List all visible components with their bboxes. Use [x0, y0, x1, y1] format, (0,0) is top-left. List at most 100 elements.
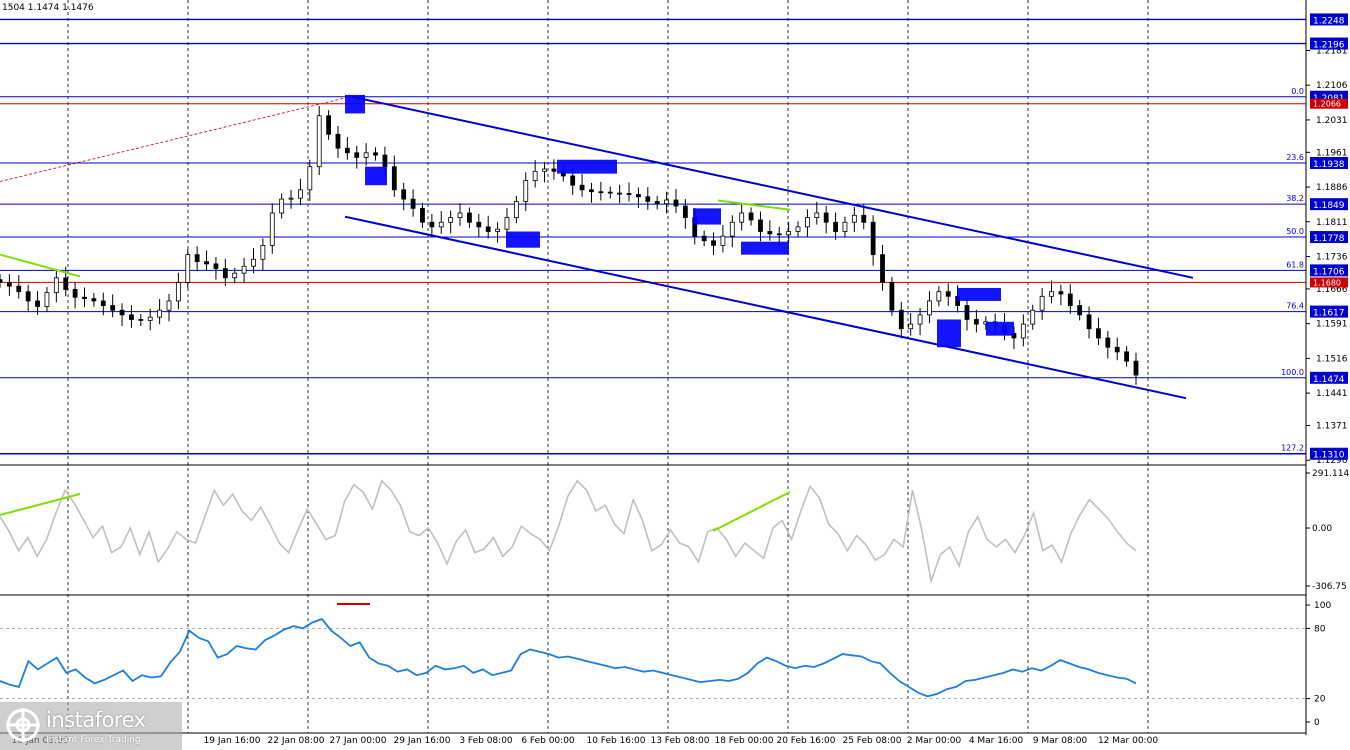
candle-body: [532, 170, 538, 181]
candle-body: [936, 291, 942, 302]
x-tick-label: 25 Feb 08:00: [842, 736, 901, 746]
candle-body: [279, 198, 285, 214]
candle-body: [307, 166, 313, 191]
level-price-label: 1.1778: [1313, 234, 1345, 244]
candle-body: [917, 314, 923, 325]
candle-body: [504, 217, 510, 230]
x-tick-label: 3 Feb 08:00: [459, 736, 513, 746]
cci-line: [0, 479, 1137, 584]
x-tick-label: 6 Feb 00:00: [521, 736, 575, 746]
x-tick-label: 9 Mar 08:00: [1033, 736, 1088, 746]
candle-body: [927, 300, 932, 316]
candle-body: [241, 265, 247, 274]
candle-body: [1096, 328, 1101, 339]
candle-body: [194, 254, 200, 262]
candle-body: [673, 199, 679, 207]
candle-body: [401, 189, 407, 200]
candle-body: [298, 189, 303, 199]
level-price-tag: [1310, 156, 1348, 169]
channel-lower-line: [344, 215, 1187, 400]
candle-body: [720, 235, 726, 246]
candle-body: [410, 198, 416, 209]
candle-body: [495, 228, 500, 232]
candle-body: [523, 180, 529, 202]
candle-body: [16, 285, 22, 293]
candle-body: [1039, 295, 1045, 311]
candle-body: [814, 212, 820, 219]
fib-level-label: 0.0: [1291, 87, 1304, 96]
level-price-label: 1.2196: [1313, 41, 1345, 51]
candle-body: [767, 231, 773, 235]
y-tick-label: 1.1441: [1316, 389, 1348, 399]
candle-body: [344, 147, 350, 154]
x-tick-label: 13 Feb 08:00: [650, 736, 709, 746]
candle-body: [485, 226, 491, 232]
candle-body: [232, 272, 238, 279]
level-price-tag: [1310, 231, 1348, 244]
brand-name: instaforex: [46, 708, 146, 732]
candle-body: [598, 191, 604, 194]
candle-body: [44, 292, 50, 307]
candle-body: [373, 152, 378, 156]
cci-panel: [0, 479, 1137, 584]
candle-body: [213, 263, 219, 269]
red-level-label: 1.2066: [1313, 100, 1341, 109]
level-price-label: 1.1474: [1313, 375, 1345, 385]
candle-body: [758, 219, 763, 232]
y-tick-label: 1.2106: [1316, 81, 1348, 91]
candle-body: [880, 254, 885, 283]
red-level-tag: [1310, 98, 1348, 109]
level-price-tag: [1310, 447, 1348, 460]
candle-body: [420, 207, 425, 223]
candle-body: [945, 291, 951, 297]
candle-body: [570, 175, 576, 186]
candle-body: [335, 133, 341, 149]
candle-body: [53, 277, 59, 294]
candle-body: [269, 212, 275, 246]
channel-upper-line: [351, 95, 1194, 279]
red-level-tag: [1310, 277, 1348, 288]
y-tick-label: 1.1516: [1316, 354, 1348, 364]
candle-body: [204, 261, 209, 265]
candle-body: [288, 197, 294, 200]
candle-body: [551, 168, 557, 172]
candle-body: [711, 240, 716, 246]
candle-body: [833, 221, 838, 232]
signal-box: [937, 319, 961, 348]
brand-tagline: Instant Forex Trading: [46, 735, 141, 745]
cci-divergence-line: [0, 493, 81, 516]
candle-body: [438, 221, 444, 228]
candle-body: [25, 291, 31, 302]
candle-body: [823, 212, 829, 223]
x-tick-label: 12 Mar 00:00: [1098, 736, 1158, 746]
candle-body: [1086, 314, 1092, 330]
candle-body: [589, 189, 594, 193]
candle-body: [973, 319, 979, 325]
candle-body: [63, 277, 69, 290]
candle-body: [645, 196, 651, 202]
y-tick-label: 1.1961: [1316, 148, 1348, 158]
candle-body: [382, 154, 388, 168]
level-price-label: 1.2248: [1313, 16, 1345, 26]
fib-level-label: 100.0: [1281, 368, 1304, 377]
candle-body: [100, 300, 106, 306]
candle-body: [467, 212, 472, 223]
candle-body: [82, 296, 87, 300]
price-divergence-line: [0, 253, 81, 278]
cci-tick-label: -306.75: [1312, 582, 1347, 592]
candle-body: [908, 323, 914, 330]
x-tick-label: 18 Feb 00:00: [714, 736, 773, 746]
signal-box: [345, 94, 365, 114]
candle-body: [889, 282, 895, 311]
candle-body: [129, 314, 134, 320]
candle-body: [1020, 323, 1026, 339]
fib-level-label: 76.4: [1286, 302, 1304, 311]
candle-body: [166, 300, 172, 311]
candle-body: [6, 282, 12, 287]
y-tick-label: 1.1296: [1316, 456, 1348, 466]
candle-body: [617, 192, 623, 195]
candle-body: [175, 282, 181, 302]
candle-body: [542, 168, 547, 172]
candle-body: [682, 205, 688, 219]
